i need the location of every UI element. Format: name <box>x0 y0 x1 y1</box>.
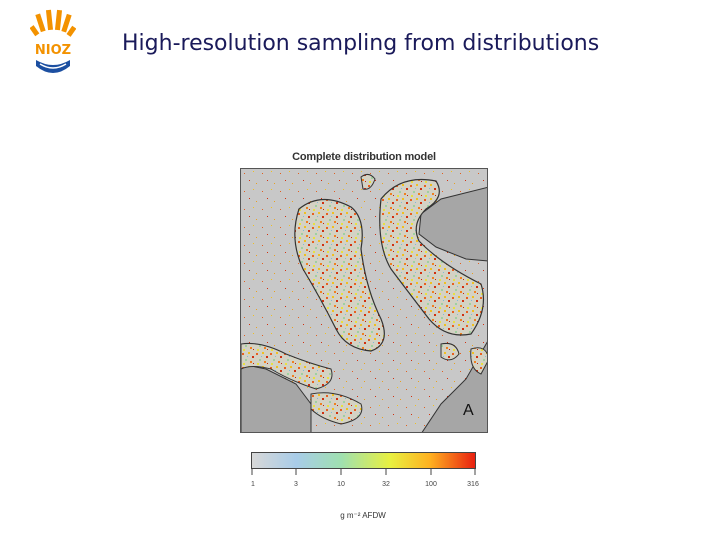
colorbar-unit: g m⁻² AFDW <box>340 511 386 520</box>
panel-label: A <box>463 402 474 419</box>
colorbar-ticks <box>251 469 476 475</box>
colorbar-tick-label: 316 <box>467 481 479 488</box>
colorbar-tick-label: 32 <box>382 481 390 488</box>
slide-title: High-resolution sampling from distributi… <box>122 31 600 56</box>
colorbar-tick-label: 3 <box>294 481 298 488</box>
nioz-logo: NIOZ <box>29 8 77 78</box>
distribution-map <box>240 168 488 433</box>
colorbar <box>251 452 476 469</box>
colorbar-tick-label: 10 <box>337 481 345 488</box>
colorbar-labels: 1 3 10 32 100 316 <box>251 481 479 493</box>
map-title: Complete distribution model <box>292 151 436 163</box>
logo-text: NIOZ <box>35 43 71 58</box>
colorbar-tick-label: 100 <box>425 481 437 488</box>
colorbar-tick-label: 1 <box>251 481 255 488</box>
